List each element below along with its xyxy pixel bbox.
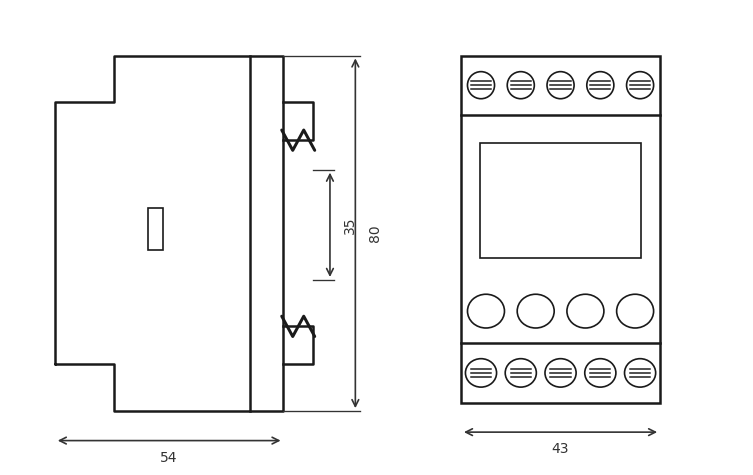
Bar (480, 143, 641, 257)
Ellipse shape (545, 359, 576, 387)
Ellipse shape (505, 359, 536, 387)
Ellipse shape (465, 359, 496, 387)
Ellipse shape (567, 294, 604, 328)
Text: 43: 43 (552, 442, 569, 456)
Ellipse shape (468, 294, 505, 328)
Bar (148, 208, 163, 250)
Ellipse shape (517, 294, 554, 328)
Bar (461, 56, 660, 402)
Text: 80: 80 (368, 225, 382, 242)
Ellipse shape (624, 359, 656, 387)
Text: 35: 35 (343, 216, 357, 234)
Text: 54: 54 (160, 451, 178, 465)
Ellipse shape (617, 294, 654, 328)
Ellipse shape (585, 359, 616, 387)
